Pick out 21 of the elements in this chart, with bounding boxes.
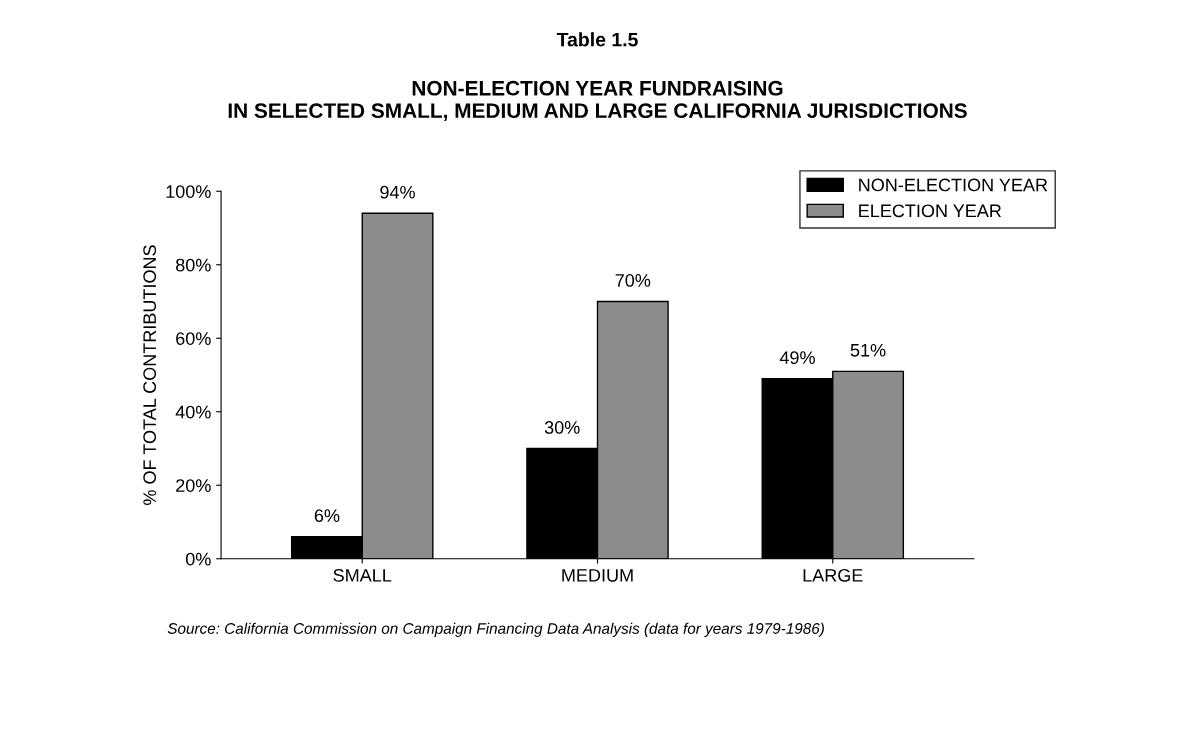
y-axis-title: % OF TOTAL CONTRIBUTIONS [143, 245, 157, 505]
x-tick-label: MEDIUM [562, 569, 633, 582]
data-label: 70% [615, 274, 651, 287]
legend-label: NON-ELECTION YEAR [859, 178, 1048, 192]
data-label: 30% [544, 421, 580, 434]
legend-label: ELECTION YEAR [859, 204, 1002, 218]
data-label: 6% [314, 509, 340, 523]
y-tick-label: 40% [175, 405, 211, 419]
y-tick-label: 0% [185, 552, 211, 566]
y-tick-label: 80% [176, 258, 211, 272]
chart-subtitle: NON-ELECTION YEAR FUNDRAISING IN SELECTED SMALL, MEDIUM AND LARGE CALIFORNIA JURISDICTIONS [228, 80, 967, 122]
x-tick-label: SMALL [333, 568, 392, 582]
source-note: Source: California Commission on Campaign Financing Data Analysis (data for years 1979-1986) [167, 622, 824, 637]
x-tick-label: LARGE [803, 568, 863, 582]
y-tick-label: 100% [166, 185, 211, 198]
y-tick-label: 20% [176, 479, 211, 492]
data-label: 49% [779, 351, 815, 364]
data-label: 51% [850, 343, 886, 357]
y-tick-label: 60% [176, 332, 211, 345]
chart-title: Table 1.5 [556, 32, 638, 47]
data-label: 94% [380, 185, 415, 199]
